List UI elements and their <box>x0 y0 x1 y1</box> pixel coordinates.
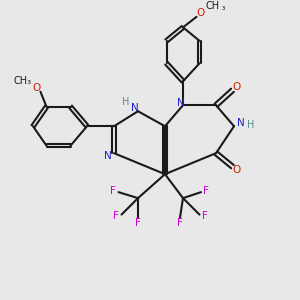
Text: H: H <box>122 97 129 107</box>
Text: ₃: ₃ <box>221 3 224 12</box>
Text: O: O <box>232 82 240 92</box>
Text: F: F <box>110 186 116 196</box>
Text: N: N <box>177 98 184 108</box>
Text: F: F <box>202 211 208 221</box>
Text: O: O <box>33 83 41 93</box>
Text: N: N <box>131 103 139 112</box>
Text: N: N <box>237 118 244 128</box>
Text: N: N <box>103 151 111 160</box>
Text: O: O <box>196 8 204 18</box>
Text: CH₃: CH₃ <box>14 76 32 86</box>
Text: CH: CH <box>205 2 219 11</box>
Text: O: O <box>232 165 240 175</box>
Text: F: F <box>177 218 183 228</box>
Text: F: F <box>203 186 209 196</box>
Text: H: H <box>247 120 254 130</box>
Text: F: F <box>135 218 141 228</box>
Text: F: F <box>113 211 119 221</box>
